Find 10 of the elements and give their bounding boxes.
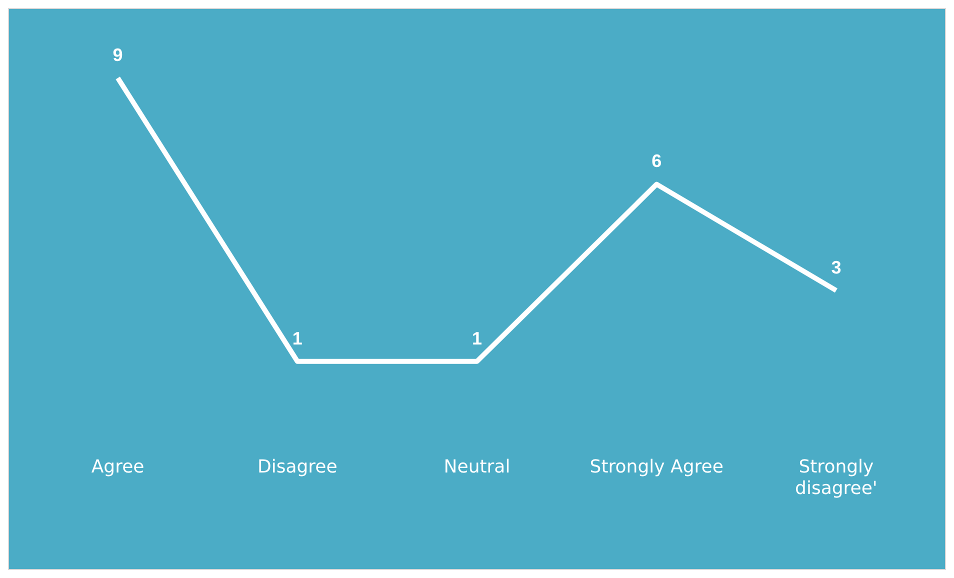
data-label: 1	[472, 328, 482, 348]
x-tick-label: Neutral	[444, 456, 510, 478]
x-tick-label: Strongly disagree'	[795, 456, 878, 499]
x-tick-label: Agree	[91, 456, 144, 478]
x-tick-label: Strongly Agree	[590, 456, 724, 478]
x-tick-label: Disagree	[257, 456, 338, 478]
data-label: 1	[292, 328, 302, 348]
data-label: 9	[112, 44, 123, 65]
data-label: 6	[652, 151, 662, 172]
data-label: 3	[831, 258, 842, 278]
